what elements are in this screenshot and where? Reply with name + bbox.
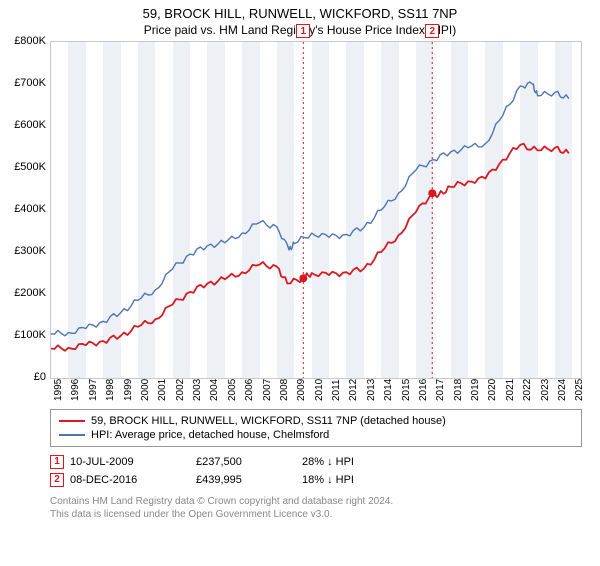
sale-diff: 28% ↓ HPI — [302, 456, 442, 468]
y-tick: £200K — [14, 287, 46, 299]
sale-diff: 18% ↓ HPI — [302, 474, 442, 486]
y-tick: £700K — [14, 77, 46, 89]
y-tick: £0 — [34, 371, 46, 383]
plot-area: 12 — [50, 41, 582, 379]
chart-title: 59, BROCK HILL, RUNWELL, WICKFORD, SS11 … — [0, 6, 600, 21]
y-tick: £600K — [14, 119, 46, 131]
y-tick: £300K — [14, 245, 46, 257]
y-tick: £100K — [14, 329, 46, 341]
sale-row-index: 2 — [50, 473, 64, 487]
sale-marker-box: 1 — [296, 24, 310, 38]
footer-line-1: Contains HM Land Registry data © Crown c… — [50, 495, 582, 508]
sale-price: £237,500 — [196, 456, 296, 468]
sale-point-dot — [428, 189, 436, 197]
series-hpi — [51, 82, 569, 336]
legend-item: 59, BROCK HILL, RUNWELL, WICKFORD, SS11 … — [59, 414, 573, 428]
sale-date: 10-JUL-2009 — [70, 456, 190, 468]
sale-marker-box: 2 — [425, 24, 439, 38]
sale-price: £439,995 — [196, 474, 296, 486]
series-property — [51, 144, 569, 351]
legend-label: HPI: Average price, detached house, Chel… — [91, 429, 329, 441]
sale-row-index: 1 — [50, 455, 64, 469]
chart-container: 59, BROCK HILL, RUNWELL, WICKFORD, SS11 … — [0, 6, 600, 566]
sale-date: 08-DEC-2016 — [70, 474, 190, 486]
chart-svg — [51, 42, 581, 378]
legend-swatch — [59, 434, 85, 436]
sale-point-dot — [299, 274, 307, 282]
chart-area: £0£100K£200K£300K£400K£500K£600K£700K£80… — [50, 41, 582, 401]
sales-row: 1 10-JUL-2009 £237,500 28% ↓ HPI — [50, 453, 582, 471]
legend-swatch — [59, 420, 85, 422]
sales-table: 1 10-JUL-2009 £237,500 28% ↓ HPI 2 08-DEC-201… — [50, 453, 582, 489]
legend: 59, BROCK HILL, RUNWELL, WICKFORD, SS11 … — [50, 409, 582, 447]
footer-line-2: This data is licensed under the Open Gov… — [50, 508, 582, 521]
legend-label: 59, BROCK HILL, RUNWELL, WICKFORD, SS11 … — [91, 415, 446, 427]
sales-row: 2 08-DEC-2016 £439,995 18% ↓ HPI — [50, 471, 582, 489]
footer: Contains HM Land Registry data © Crown c… — [50, 495, 582, 521]
y-tick: £800K — [14, 35, 46, 47]
y-axis: £0£100K£200K£300K£400K£500K£600K£700K£80… — [2, 41, 48, 379]
x-axis: 1995199619971998199920002001200220032004… — [50, 379, 582, 401]
y-tick: £400K — [14, 203, 46, 215]
legend-item: HPI: Average price, detached house, Chel… — [59, 428, 573, 442]
y-tick: £500K — [14, 161, 46, 173]
